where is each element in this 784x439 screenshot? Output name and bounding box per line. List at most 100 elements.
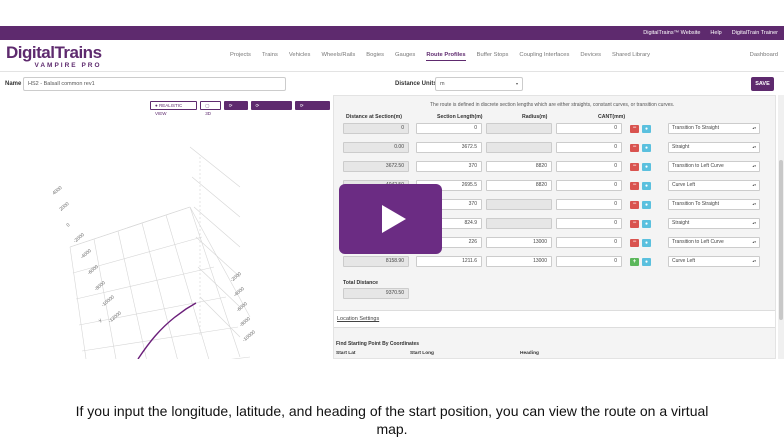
route-3d-plot[interactable]: 400020000-2000-4000-6000-8000-10000-1200… [0,97,330,359]
3d-button[interactable]: ▢ 3D [200,101,221,116]
start-lat-label: Start Lat [336,351,356,356]
cant-input[interactable]: 0 [556,199,622,210]
plot-gridlines [69,146,251,359]
cant-input[interactable]: 0 [556,237,622,248]
radius-input[interactable]: 8820 [486,180,552,191]
vertical-button[interactable]: ⟳ VERTICAL [294,101,330,116]
radius-input[interactable]: 13000 [486,237,552,248]
info-section-button[interactable]: ● [642,257,651,266]
y-tick-label: 2000 [58,201,70,213]
section-type-select[interactable]: Curve Left [668,256,760,267]
grid-line [141,222,178,359]
remove-section-button[interactable]: − [630,181,639,190]
section-length-input[interactable]: 0 [416,123,482,134]
x-tick-label: -8000 [238,316,252,329]
realistic-view-button[interactable]: ● REALISTIC VIEW [150,101,198,116]
grid-line [75,266,215,300]
radius-input[interactable]: 13000 [486,256,552,267]
info-section-button[interactable]: ● [642,238,651,247]
section-type-select[interactable]: Transition To Straight [668,123,760,134]
user-menu[interactable]: DigitalTrain Trainer [731,30,778,36]
remove-section-button[interactable]: − [630,200,639,209]
top-strip [0,0,784,26]
info-section-button[interactable]: ● [642,200,651,209]
remove-section-button[interactable]: − [630,238,639,247]
info-section-button[interactable]: ● [642,143,651,152]
section-length-input[interactable]: 1211.6 [416,256,482,267]
name-input[interactable]: HS2 - Balsall common rev1 [23,77,286,91]
nav-item-projects[interactable]: Projects [230,52,251,58]
section-type-select[interactable]: Transition to Left Curve [668,237,760,248]
name-label: Name [5,81,22,87]
dashboard-link[interactable]: Dashboard [749,52,778,58]
location-settings-header[interactable]: Location Settings [334,310,775,328]
grid-line [117,230,147,359]
section-type-select[interactable]: Straight [668,142,760,153]
cant-input[interactable]: 0 [556,142,622,153]
radius-input[interactable]: 8820 [486,161,552,172]
axis-line [189,206,251,318]
nav-item-devices[interactable]: Devices [580,52,601,58]
remove-section-button[interactable]: − [630,124,639,133]
horizontal-label: HORIZONTAL [255,111,285,116]
cant-input[interactable]: 0 [556,256,622,267]
radius-input[interactable] [486,218,552,229]
map-button[interactable]: ⟳ MAP [223,101,248,116]
logo[interactable]: DigitalTrains VAMPIRE PRO [6,43,102,69]
units-value: m [440,81,445,87]
section-length-input[interactable]: 370 [416,161,482,172]
grid-line [191,176,241,218]
main-navbar: DigitalTrains VAMPIRE PRO Projects Trains… [0,40,784,72]
section-type-select[interactable]: Transition to Left Curve [668,161,760,172]
nav-item-vehicles[interactable]: Vehicles [288,52,311,58]
total-distance-value: 9370.50 [343,288,409,299]
distance-cell: 0 [343,123,409,134]
radius-input[interactable] [486,123,552,134]
cant-input[interactable]: 0 [556,218,622,229]
video-play-button[interactable] [339,184,442,254]
horizontal-button[interactable]: ⟳ HORIZONTAL [250,101,292,116]
info-section-button[interactable]: ● [642,124,651,133]
cant-input[interactable]: 0 [556,161,622,172]
nav-item-gauges[interactable]: Gauges [395,52,416,58]
section-length-input[interactable]: 3672.5 [416,142,482,153]
info-section-button[interactable]: ● [642,162,651,171]
info-section-button[interactable]: ● [642,181,651,190]
units-select[interactable]: m ▾ [435,77,523,91]
3d-label: 3D [205,111,211,116]
cant-input[interactable]: 0 [556,180,622,191]
nav-item-shared-library[interactable]: Shared Library [611,52,651,58]
save-button[interactable]: SAVE [751,77,774,91]
nav-item-route-profiles[interactable]: Route Profiles [426,52,466,61]
top-bar: DigitalTrains™ Website Help DigitalTrain… [0,26,784,40]
y-tick-label: -10000 [100,294,116,308]
radius-input[interactable] [486,142,552,153]
remove-section-button[interactable]: − [630,143,639,152]
nav-item-bogies[interactable]: Bogies [366,52,384,58]
y-tick-label: -8000 [93,280,107,293]
nav-item-wheels-rails[interactable]: Wheels/Rails [321,52,356,58]
section-type-select[interactable]: Transition To Straight [668,199,760,210]
help-link[interactable]: Help [710,30,722,36]
section-type-select[interactable]: Straight [668,218,760,229]
route-curve [137,302,197,359]
cant-input[interactable]: 0 [556,123,622,134]
caption-area [0,359,784,439]
col-length: Section Length(m) [437,114,483,120]
radius-input[interactable] [486,199,552,210]
nav-item-buffer-stops[interactable]: Buffer Stops [476,52,509,58]
grid-line [69,246,87,359]
add-section-button[interactable]: + [630,257,639,266]
nav-item-coupling-interfaces[interactable]: Coupling Interfaces [519,52,570,58]
y-axis-label: y [98,318,104,324]
logo-main: DigitalTrains [6,43,102,62]
nav-item-trains[interactable]: Trains [261,52,278,58]
scrollbar-thumb[interactable] [779,160,783,320]
section-type-select[interactable]: Curve Left [668,180,760,191]
remove-section-button[interactable]: − [630,162,639,171]
x-tick-label: -10000 [241,329,257,343]
remove-section-button[interactable]: − [630,219,639,228]
info-section-button[interactable]: ● [642,219,651,228]
website-link[interactable]: DigitalTrains™ Website [643,30,701,36]
grid-line [165,214,210,359]
